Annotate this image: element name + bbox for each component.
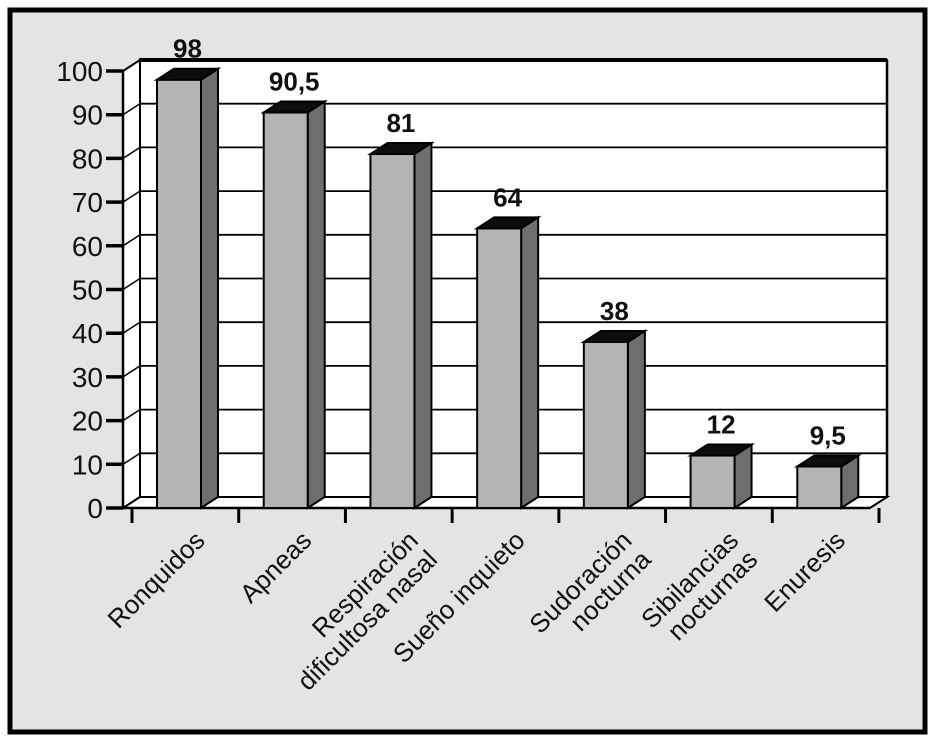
y-axis-label: 30 [72,362,103,393]
bar-side-face [200,66,219,510]
y-axis-tick-connector [122,59,141,72]
bar-top-face [260,100,329,114]
y-axis-label: 50 [72,275,103,306]
bar [156,78,202,510]
y-axis-label: 100 [56,56,103,87]
bar-top-face [473,216,542,230]
bar-value-label: 98 [173,34,202,64]
y-axis-tick-connector [122,452,141,465]
bar-side-face [520,215,540,510]
bar-value-label: 9,5 [810,420,846,450]
y-axis-label: 60 [72,231,103,262]
bar-side-face [306,99,326,510]
bar [476,227,523,509]
bar [369,153,416,509]
y-axis-tick-connector [122,277,141,291]
bar-top-face [153,67,222,81]
bar [582,340,629,509]
y-axis-label: 0 [87,493,103,524]
bar-value-label: 90,5 [269,67,320,97]
y-axis-label: 80 [72,143,103,174]
bar-side-face [626,329,646,510]
bar-top-face [793,454,862,468]
y-axis-label: 10 [72,449,103,480]
y-axis-tick-connector [122,146,141,160]
bar-value-label: 64 [493,182,522,212]
bar [262,111,309,509]
y-axis-tick-connector [122,190,141,203]
y-axis-tick-connector [122,321,141,334]
bar-side-face [413,141,433,510]
y-axis-tick-connector [122,103,141,116]
y-axis-tick-connector [122,365,141,378]
y-axis-tick-connector [122,408,141,422]
y-axis-label: 70 [72,187,103,218]
bar-value-label: 38 [600,296,629,326]
bar-value-label: 81 [386,108,415,138]
bar-value-label: 12 [707,410,736,440]
y-axis-label: 20 [72,406,103,437]
y-axis-tick-connector [122,496,141,509]
bar-top-face [687,443,755,457]
y-axis-label: 90 [72,100,103,131]
y-axis-tick-connector [122,234,141,247]
bar-top-face [580,329,649,343]
bar [796,465,843,509]
y-axis-label: 40 [72,318,103,349]
bar [689,454,736,509]
bar-top-face [367,142,435,156]
